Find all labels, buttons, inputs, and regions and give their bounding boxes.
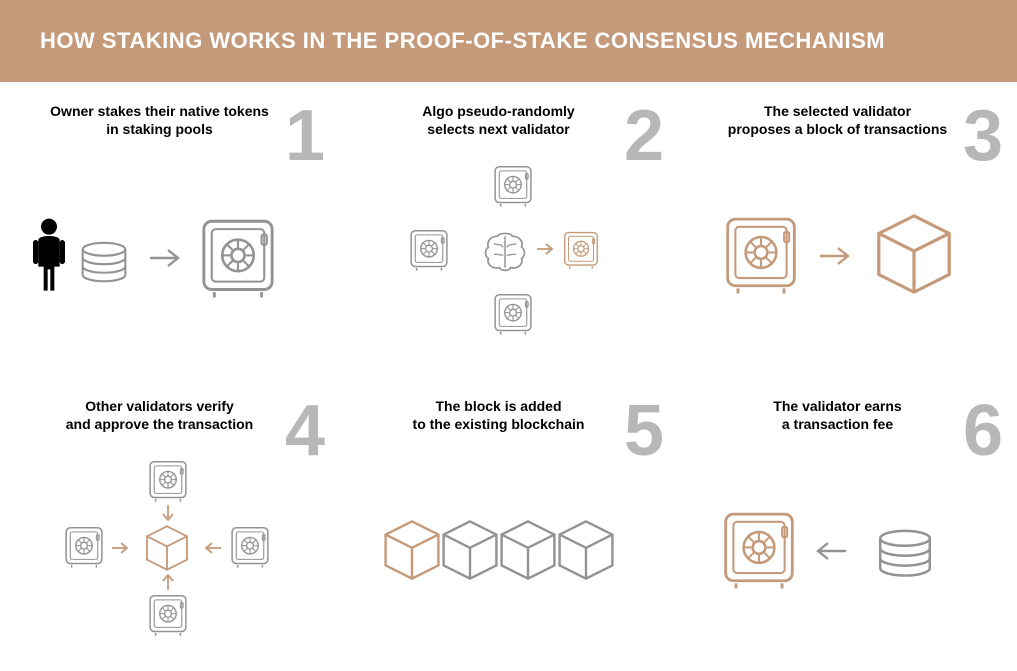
step-3-art <box>688 156 1007 346</box>
step-5-art <box>349 451 668 641</box>
step-3: 3 The selected validator proposes a bloc… <box>678 82 1017 377</box>
step-2: 2 Algo pseudo-randomly selects next vali… <box>339 82 678 377</box>
cube-chain-icon <box>437 517 503 583</box>
step-1: 1 Owner stakes their native tokens in st… <box>0 82 339 377</box>
safe-top-icon <box>146 459 190 503</box>
cube-chain-icon <box>495 517 561 583</box>
header-bar: HOW STAKING WORKS IN THE PROOF-OF-STAKE … <box>0 0 1017 82</box>
step-5: 5 The block is added to the existing blo… <box>339 377 678 671</box>
step-4: 4 Other validators verify and approve th… <box>0 377 339 671</box>
safe-selected-icon <box>561 230 601 270</box>
coins-icon <box>866 521 944 583</box>
cube-icon <box>870 210 958 298</box>
safe-left-icon <box>407 228 451 272</box>
cube-chain-icon <box>553 517 619 583</box>
safe-icon <box>720 214 802 296</box>
brain-icon <box>481 228 529 274</box>
step-6: 6 The validator earns a transaction fee <box>678 377 1017 671</box>
arrow-up-icon <box>161 575 175 591</box>
coins-icon <box>72 234 136 288</box>
step-2-art <box>349 156 668 346</box>
step-caption: The selected validator proposes a block … <box>688 102 1007 142</box>
safe-bottom-icon <box>146 593 190 637</box>
arrow-icon <box>818 246 852 266</box>
person-icon <box>28 216 70 296</box>
safe-right-icon <box>228 525 272 569</box>
step-caption: The block is added to the existing block… <box>349 397 668 437</box>
cube-center-icon <box>142 523 192 573</box>
step-4-art <box>10 451 329 641</box>
safe-bottom-icon <box>491 292 535 336</box>
arrow-down-icon <box>161 505 175 521</box>
arrow-icon <box>148 248 182 268</box>
safe-icon <box>196 216 280 300</box>
step-caption: Other validators verify and approve the … <box>10 397 329 437</box>
step-6-art <box>688 451 1007 641</box>
steps-grid: 1 Owner stakes their native tokens in st… <box>0 82 1017 671</box>
safe-icon <box>718 509 800 591</box>
arrow-icon <box>535 242 555 256</box>
arrow-right-icon <box>112 541 128 555</box>
safe-top-icon <box>491 164 535 208</box>
arrow-left-icon <box>816 541 850 561</box>
step-caption: The validator earns a transaction fee <box>688 397 1007 437</box>
step-caption: Owner stakes their native tokens in stak… <box>10 102 329 142</box>
step-1-art <box>10 156 329 346</box>
cube-new-icon <box>379 517 445 583</box>
arrow-left-icon <box>206 541 222 555</box>
step-caption: Algo pseudo-randomly selects next valida… <box>349 102 668 142</box>
safe-left-icon <box>62 525 106 569</box>
page-title: HOW STAKING WORKS IN THE PROOF-OF-STAKE … <box>40 28 885 54</box>
